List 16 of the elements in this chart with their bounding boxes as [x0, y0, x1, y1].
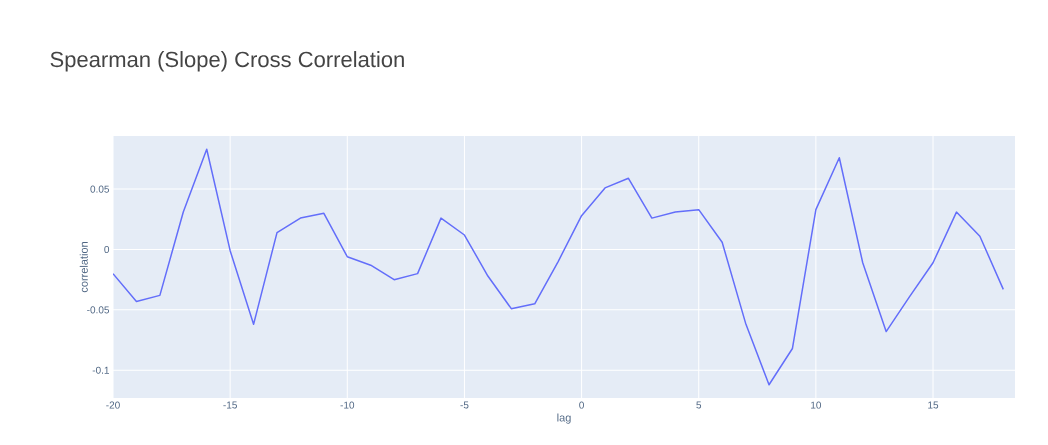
x-tick-label: -20: [106, 401, 120, 409]
x-tick-label: -5: [460, 401, 469, 409]
x-tick-label: 10: [811, 401, 822, 409]
line-series: [113, 148, 1005, 386]
x-tick-label: -15: [223, 401, 237, 409]
y-axis-title: correlation: [79, 242, 88, 293]
x-tick-label: -10: [340, 401, 355, 409]
y-tick-label: 0: [104, 245, 110, 254]
y-tick-label: -0.05: [87, 306, 110, 314]
x-tick-label: 0: [579, 401, 584, 409]
chart-title: Spearman (Slope) Cross Correlation: [50, 51, 404, 72]
x-axis-title: lag: [557, 413, 571, 424]
x-tick-label: 15: [928, 401, 939, 409]
y-tick-label: 0.05: [90, 185, 110, 193]
y-tick-label: -0.1: [92, 366, 109, 374]
x-tick-label: 5: [696, 401, 702, 409]
